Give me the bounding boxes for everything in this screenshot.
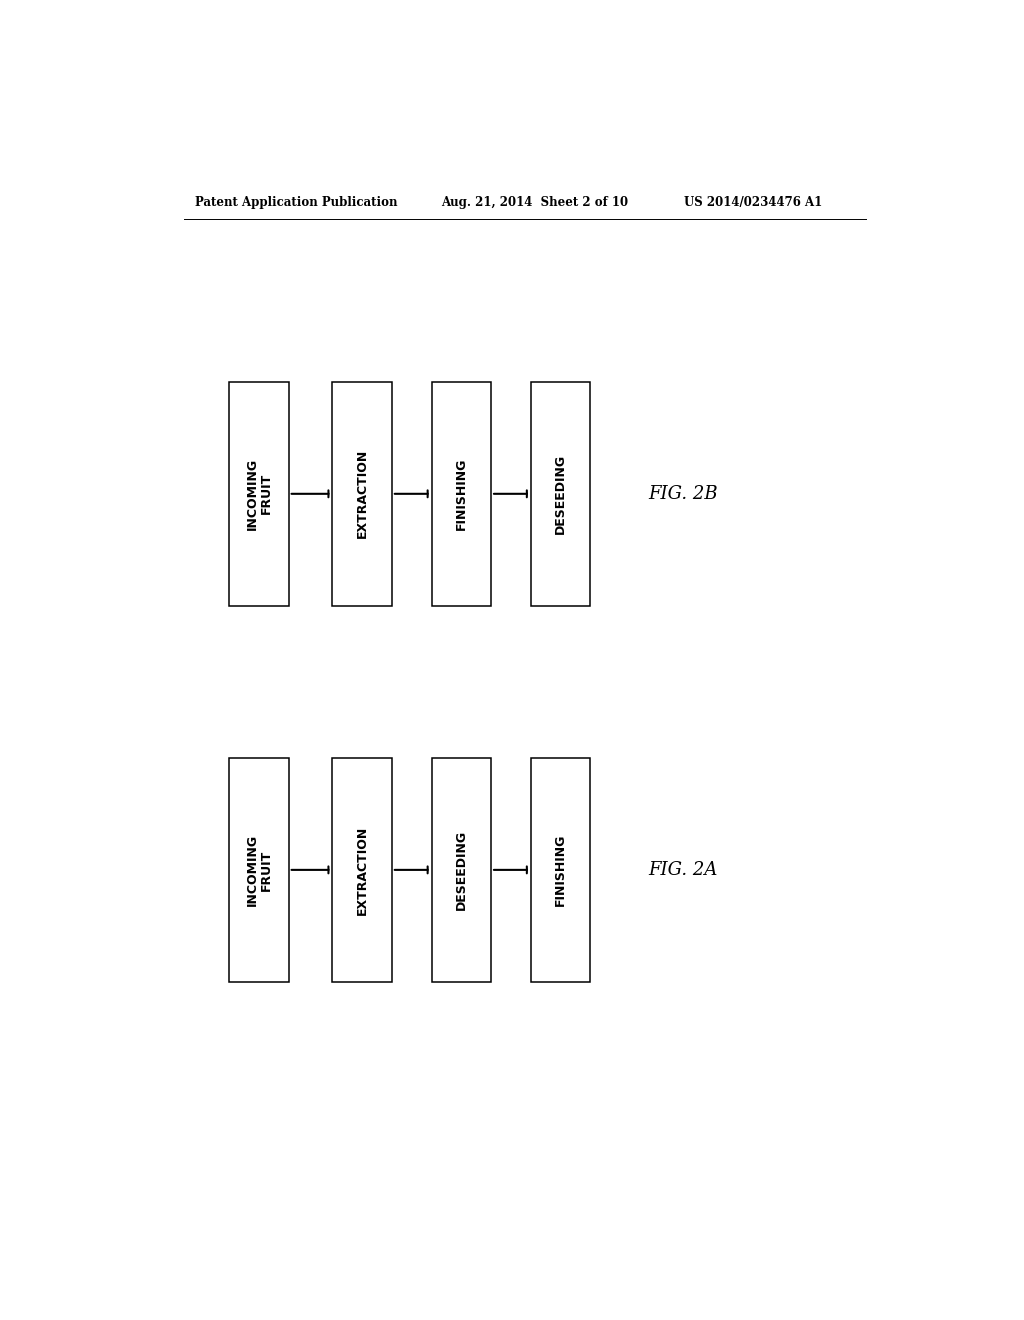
- Text: FIG. 2B: FIG. 2B: [648, 484, 718, 503]
- Text: Aug. 21, 2014  Sheet 2 of 10: Aug. 21, 2014 Sheet 2 of 10: [441, 195, 629, 209]
- Bar: [333, 381, 392, 606]
- Bar: [229, 381, 289, 606]
- Text: US 2014/0234476 A1: US 2014/0234476 A1: [684, 195, 822, 209]
- Bar: [530, 758, 590, 982]
- Text: FIG. 2A: FIG. 2A: [648, 861, 717, 879]
- Text: INCOMING
FRUIT: INCOMING FRUIT: [246, 458, 272, 529]
- Text: EXTRACTION: EXTRACTION: [355, 449, 369, 539]
- Text: DESEEDING: DESEEDING: [455, 830, 468, 909]
- Bar: [431, 381, 492, 606]
- Text: FINISHING: FINISHING: [554, 834, 567, 906]
- Bar: [530, 381, 590, 606]
- Text: DESEEDING: DESEEDING: [554, 454, 567, 533]
- Text: INCOMING
FRUIT: INCOMING FRUIT: [246, 834, 272, 906]
- Bar: [431, 758, 492, 982]
- Bar: [333, 758, 392, 982]
- Text: EXTRACTION: EXTRACTION: [355, 825, 369, 915]
- Text: FINISHING: FINISHING: [455, 458, 468, 531]
- Text: Patent Application Publication: Patent Application Publication: [196, 195, 398, 209]
- Bar: [229, 758, 289, 982]
